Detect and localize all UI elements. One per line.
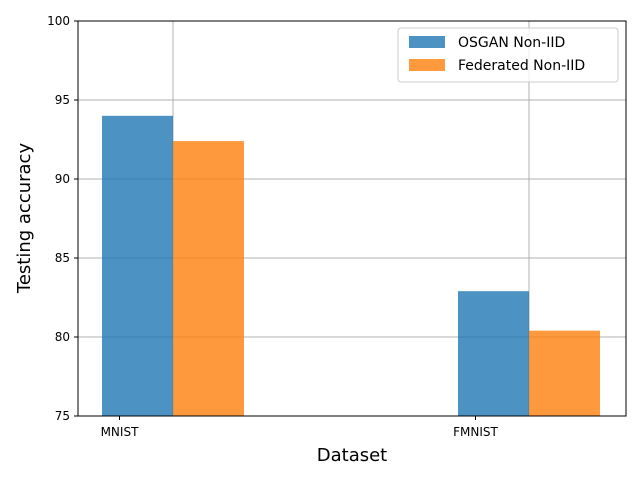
y-tick-label: 80	[55, 330, 70, 344]
y-tick-label: 85	[55, 251, 70, 265]
y-tick-label: 100	[47, 14, 70, 28]
x-axis-label: Dataset	[317, 445, 388, 466]
x-axis-ticks: MNIST FMNIST	[101, 416, 499, 439]
bar-osgan-non-iid-fmnist	[458, 291, 529, 416]
plot-frame	[77, 20, 627, 417]
legend-label-federated: Federated Non-IID	[458, 58, 585, 74]
legend-box	[397, 27, 619, 83]
bar-federated-non-iid-fmnist	[529, 330, 600, 416]
x-tick-label: FMNIST	[453, 425, 498, 439]
y-axis-label: Testing accuracy	[14, 143, 35, 295]
legend: OSGAN Non-IID Federated Non-IID	[397, 27, 619, 83]
y-axis-ticks: 75 80 85 90 95 100	[47, 14, 78, 423]
x-tick-label: MNIST	[101, 425, 139, 439]
y-tick-label: 95	[55, 93, 70, 107]
y-tick-label: 75	[55, 409, 70, 423]
bar-osgan-non-iid-mnist	[102, 115, 173, 417]
legend-swatch-osgan	[409, 36, 445, 48]
legend-label-osgan: OSGAN Non-IID	[458, 35, 565, 51]
bar-federated-non-iid-mnist	[173, 141, 244, 416]
y-tick-label: 90	[55, 172, 70, 186]
bars	[102, 115, 600, 417]
legend-swatch-federated	[409, 59, 445, 71]
